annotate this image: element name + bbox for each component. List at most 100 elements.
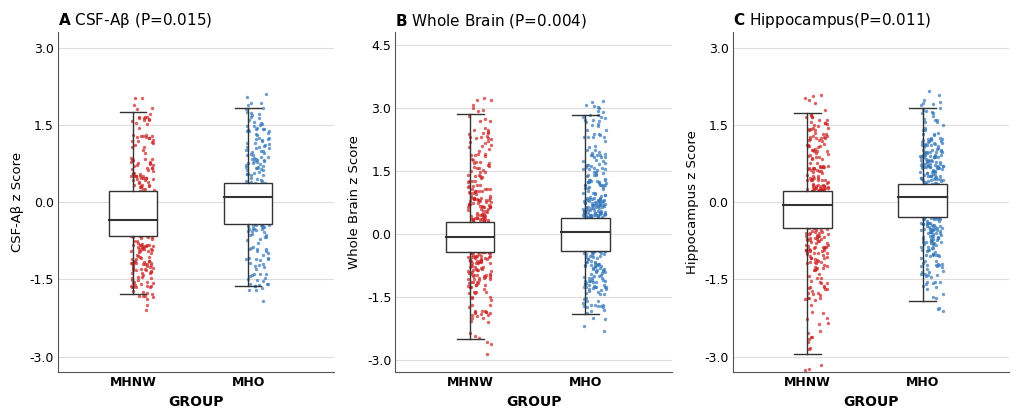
Point: [237, 161, 254, 168]
Point: [916, 186, 932, 193]
Point: [123, 270, 140, 277]
Point: [575, 230, 591, 237]
Point: [798, 260, 814, 266]
Point: [482, 271, 498, 278]
Point: [589, 262, 605, 268]
Point: [126, 231, 143, 238]
Point: [932, 147, 949, 153]
Point: [815, 247, 832, 254]
Point: [918, 186, 934, 193]
Point: [126, 212, 143, 219]
Point: [918, 220, 934, 227]
Point: [579, 247, 595, 253]
Point: [482, 236, 498, 243]
Point: [468, 191, 484, 197]
Point: [482, 244, 498, 250]
Point: [803, 176, 819, 183]
Point: [585, 247, 601, 254]
Point: [482, 136, 498, 143]
Point: [916, 152, 932, 158]
Point: [137, 293, 153, 299]
Point: [480, 237, 496, 244]
Point: [800, 143, 816, 150]
Point: [469, 182, 485, 189]
Point: [467, 255, 483, 262]
Point: [473, 253, 489, 260]
Point: [583, 218, 599, 224]
Point: [924, 171, 941, 177]
Point: [915, 198, 931, 205]
Point: [467, 172, 483, 179]
Point: [579, 298, 595, 304]
Point: [576, 244, 592, 251]
Point: [921, 252, 937, 259]
Point: [460, 188, 476, 195]
Point: [138, 267, 154, 273]
Point: [815, 261, 832, 268]
Point: [468, 258, 484, 265]
Point: [242, 187, 258, 194]
Point: [920, 247, 936, 254]
Point: [807, 266, 823, 273]
Point: [469, 226, 485, 233]
Point: [126, 204, 143, 211]
Point: [587, 269, 603, 276]
Point: [581, 176, 597, 183]
Point: [252, 161, 268, 168]
Point: [480, 253, 496, 260]
Point: [580, 221, 596, 228]
Point: [914, 220, 930, 227]
Point: [585, 273, 601, 280]
Point: [583, 274, 599, 281]
Point: [593, 233, 609, 239]
Point: [920, 190, 936, 197]
Point: [930, 230, 947, 236]
Point: [255, 223, 271, 230]
Point: [912, 175, 928, 181]
Point: [578, 234, 594, 241]
Point: [467, 230, 483, 237]
Point: [926, 167, 943, 174]
Point: [482, 297, 498, 304]
Point: [132, 227, 149, 234]
Point: [124, 197, 141, 204]
Point: [480, 197, 496, 203]
Point: [585, 201, 601, 208]
Point: [912, 153, 928, 160]
X-axis label: GROUP: GROUP: [168, 395, 224, 409]
Point: [931, 186, 948, 192]
Point: [576, 200, 592, 206]
Point: [921, 160, 937, 167]
Point: [132, 253, 149, 260]
Point: [143, 268, 159, 275]
Point: [145, 162, 161, 168]
Point: [924, 245, 941, 252]
Point: [813, 228, 829, 235]
Point: [467, 265, 483, 272]
Point: [586, 199, 602, 206]
Point: [918, 205, 934, 211]
Text: $\mathbf{A}$ CSF-Aβ (P=0.015): $\mathbf{A}$ CSF-Aβ (P=0.015): [58, 11, 212, 30]
Point: [139, 301, 155, 308]
Point: [127, 198, 144, 205]
Point: [585, 171, 601, 178]
Point: [813, 204, 829, 210]
Point: [477, 308, 493, 315]
Point: [582, 226, 598, 233]
Point: [577, 210, 593, 216]
Point: [260, 183, 276, 190]
Point: [914, 188, 930, 195]
Point: [254, 201, 270, 208]
Point: [593, 192, 609, 199]
Point: [254, 181, 270, 188]
Point: [590, 289, 606, 296]
Point: [595, 229, 611, 236]
Point: [800, 246, 816, 253]
Point: [577, 102, 593, 108]
Point: [932, 138, 949, 144]
Point: [923, 196, 940, 202]
Point: [807, 201, 823, 208]
Point: [591, 131, 607, 138]
Point: [919, 173, 935, 179]
Point: [593, 232, 609, 239]
